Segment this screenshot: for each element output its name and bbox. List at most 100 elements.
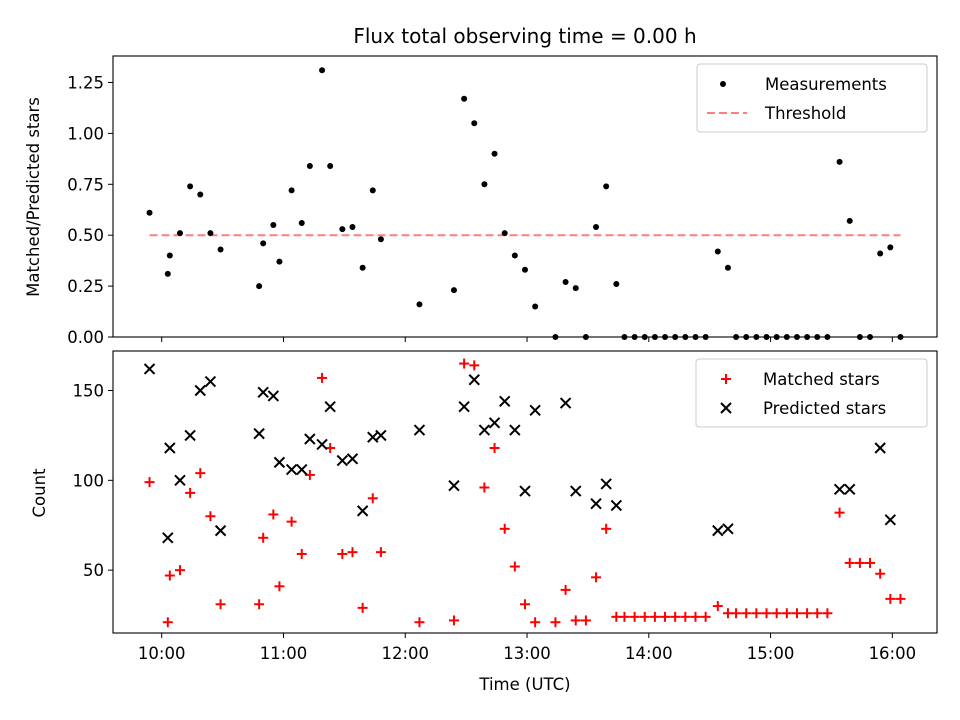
measurement-point bbox=[217, 246, 224, 253]
y-tick-label: 0.00 bbox=[67, 328, 104, 347]
matched-star-point bbox=[296, 548, 307, 559]
matched-star-point bbox=[885, 593, 896, 604]
matched-star-point bbox=[812, 608, 823, 619]
matched-star-point bbox=[639, 611, 650, 622]
measurement-point bbox=[349, 224, 356, 231]
predicted-star-point bbox=[164, 442, 176, 454]
predicted-star-point bbox=[324, 400, 336, 413]
matched-star-point bbox=[591, 572, 602, 583]
matched-star-point bbox=[660, 611, 671, 622]
y-tick-label: 100 bbox=[73, 471, 105, 490]
bottom-plot-area: 50 100 150 10:00 11:00 12:00 13:00 14:00 15:00 16… bbox=[73, 350, 938, 663]
predicted-star-point bbox=[184, 429, 196, 442]
matched-star-point bbox=[844, 557, 855, 568]
matched-star-point bbox=[854, 557, 865, 568]
predicted-star-point bbox=[273, 456, 286, 469]
predicted-star-point bbox=[519, 485, 531, 497]
matched-star-point bbox=[802, 608, 813, 619]
y-tick-label: 1.00 bbox=[67, 124, 104, 143]
measurement-point bbox=[631, 334, 638, 340]
measurement-point bbox=[207, 230, 214, 237]
measurement-point bbox=[887, 244, 894, 251]
matched-star-point bbox=[414, 617, 425, 628]
x-tick-label: 13:00 bbox=[503, 644, 551, 663]
y-tick-label: 150 bbox=[73, 382, 105, 401]
predicted-star-point bbox=[570, 485, 582, 497]
measurement-point bbox=[197, 191, 204, 198]
matched-star-point bbox=[164, 570, 175, 581]
matched-star-point bbox=[530, 617, 541, 628]
matched-star-point bbox=[375, 547, 386, 558]
axes-frame bbox=[112, 55, 938, 338]
legend-threshold-label: Threshold bbox=[764, 104, 846, 123]
predicted-star-point bbox=[833, 483, 846, 496]
predicted-star-point bbox=[590, 497, 602, 510]
measurement-point bbox=[552, 334, 559, 340]
measurement-point bbox=[562, 279, 569, 286]
measurement-point bbox=[672, 334, 679, 340]
y-tick-label: 0.25 bbox=[67, 277, 104, 296]
legend-measurements-marker bbox=[720, 81, 726, 87]
matched-star-point bbox=[570, 615, 581, 626]
measurement-point bbox=[773, 334, 780, 340]
predicted-star-point bbox=[722, 523, 734, 535]
measurement-point bbox=[582, 334, 589, 340]
measurement-point bbox=[481, 181, 488, 188]
measurement-point bbox=[724, 264, 731, 271]
matched-star-point bbox=[751, 608, 762, 619]
measurement-point bbox=[450, 287, 457, 294]
matched-star-point bbox=[834, 507, 845, 518]
matched-star-point bbox=[347, 547, 358, 558]
matched-star-point bbox=[205, 511, 216, 522]
bottom-y-axis-label: Count bbox=[30, 468, 49, 518]
predicted-star-point bbox=[346, 453, 359, 465]
matched-star-point bbox=[761, 608, 772, 619]
measurement-point bbox=[260, 240, 267, 247]
matched-star-point bbox=[731, 608, 742, 619]
measurement-point bbox=[702, 334, 709, 340]
matched-star-point bbox=[479, 482, 490, 493]
measurement-point bbox=[306, 162, 313, 169]
matched-star-point bbox=[258, 532, 269, 543]
top-legend bbox=[696, 63, 928, 133]
measurement-point bbox=[187, 183, 194, 190]
predicted-star-point bbox=[336, 454, 349, 467]
matched-star-point bbox=[771, 608, 782, 619]
predicted-star-point bbox=[143, 363, 156, 375]
measurement-point bbox=[319, 67, 326, 74]
legend-predicted-label: Predicted stars bbox=[763, 399, 886, 418]
matched-star-point bbox=[317, 372, 328, 383]
measurement-point bbox=[164, 270, 171, 277]
measurement-point bbox=[603, 183, 610, 190]
measurement-point bbox=[327, 162, 334, 169]
matched-star-point bbox=[268, 509, 279, 520]
matched-star-point bbox=[357, 602, 368, 613]
measurement-point bbox=[641, 334, 648, 340]
matched-star-point bbox=[195, 468, 206, 479]
predicted-star-point bbox=[488, 417, 501, 429]
matched-star-point bbox=[144, 477, 155, 488]
measurement-point bbox=[804, 334, 811, 340]
matched-star-point bbox=[215, 599, 226, 610]
bottom-legend bbox=[695, 358, 928, 428]
predicted-star-point bbox=[458, 400, 470, 413]
matched-star-point bbox=[489, 442, 500, 453]
predicted-star-point bbox=[304, 433, 316, 445]
matched-star-point bbox=[875, 568, 886, 579]
legend-matched-marker bbox=[721, 374, 731, 384]
measurement-point bbox=[763, 334, 770, 340]
measurement-point bbox=[856, 334, 863, 340]
matched-star-point bbox=[448, 615, 459, 626]
measurement-point bbox=[511, 252, 518, 259]
measurement-point bbox=[339, 226, 346, 233]
legend-predicted-marker bbox=[720, 402, 732, 414]
matched-star-point bbox=[162, 617, 173, 628]
measurement-point bbox=[298, 219, 305, 226]
matched-star-point bbox=[286, 516, 297, 527]
matched-star-point bbox=[865, 557, 876, 568]
matched-star-point bbox=[185, 487, 196, 498]
matched-star-point bbox=[680, 611, 691, 622]
predicted-star-point bbox=[529, 404, 541, 416]
matched-star-point bbox=[459, 358, 470, 369]
legend-measurements-label: Measurements bbox=[765, 75, 887, 94]
